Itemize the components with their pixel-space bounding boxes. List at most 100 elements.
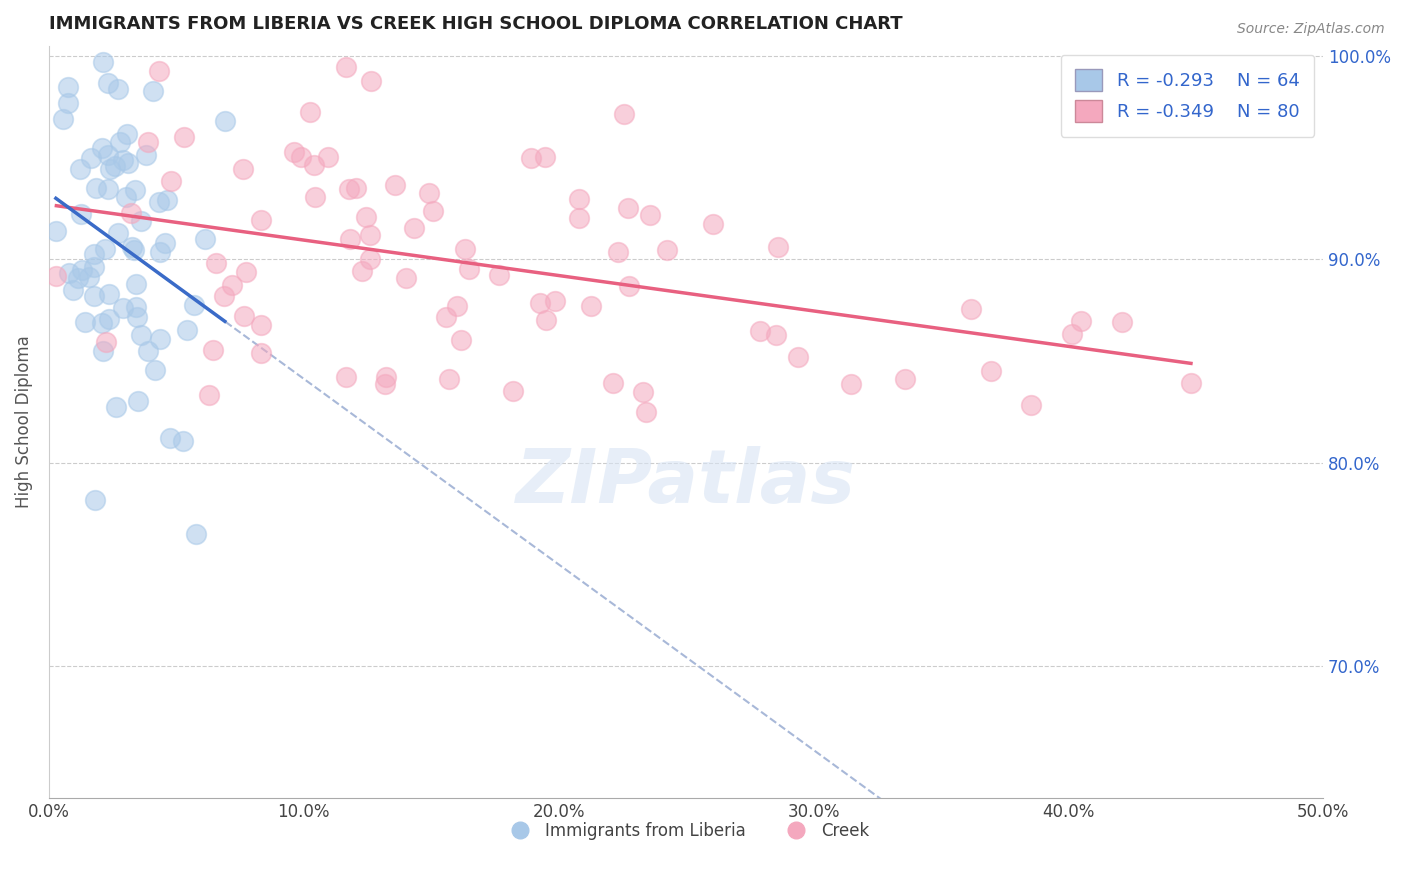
Point	[339, 182, 361, 196]
Point	[58, 80, 80, 95]
Point	[91, 54, 114, 69]
Point	[124, 183, 146, 197]
Point	[221, 277, 243, 292]
Point	[105, 400, 128, 414]
Point	[359, 227, 381, 242]
Point	[83, 247, 105, 261]
Point	[335, 60, 357, 74]
Point	[45, 268, 67, 283]
Point	[250, 318, 273, 332]
Point	[127, 394, 149, 409]
Point	[283, 145, 305, 160]
Point	[202, 343, 225, 358]
Point	[120, 206, 142, 220]
Point	[97, 182, 120, 196]
Point	[534, 150, 557, 164]
Point	[633, 385, 655, 400]
Point	[290, 150, 312, 164]
Point	[212, 289, 235, 303]
Point	[893, 371, 915, 385]
Point	[149, 244, 172, 259]
Point	[129, 213, 152, 227]
Point	[125, 300, 148, 314]
Point	[127, 310, 149, 324]
Point	[980, 364, 1002, 378]
Point	[214, 113, 236, 128]
Point	[702, 218, 724, 232]
Point	[160, 174, 183, 188]
Point	[454, 242, 477, 256]
Point	[394, 270, 416, 285]
Point	[70, 207, 93, 221]
Y-axis label: High School Diploma: High School Diploma	[15, 335, 32, 508]
Point	[115, 127, 138, 141]
Point	[149, 332, 172, 346]
Point	[70, 263, 93, 277]
Point	[111, 153, 134, 167]
Point	[579, 299, 602, 313]
Point	[104, 159, 127, 173]
Point	[79, 151, 101, 165]
Point	[344, 180, 367, 194]
Point	[1111, 315, 1133, 329]
Point	[232, 161, 254, 176]
Point	[249, 212, 271, 227]
Point	[619, 278, 641, 293]
Point	[94, 242, 117, 256]
Point	[434, 310, 457, 325]
Point	[375, 369, 398, 384]
Point	[153, 236, 176, 251]
Point	[183, 297, 205, 311]
Point	[155, 193, 177, 207]
Point	[446, 299, 468, 313]
Point	[121, 240, 143, 254]
Point	[529, 296, 551, 310]
Point	[97, 76, 120, 90]
Point	[359, 252, 381, 266]
Point	[84, 181, 107, 195]
Point	[606, 244, 628, 259]
Point	[194, 231, 217, 245]
Point	[62, 283, 84, 297]
Point	[568, 192, 591, 206]
Point	[83, 288, 105, 302]
Point	[422, 203, 444, 218]
Point	[232, 309, 254, 323]
Point	[655, 244, 678, 258]
Point	[58, 266, 80, 280]
Point	[1180, 376, 1202, 390]
Point	[148, 195, 170, 210]
Legend: Immigrants from Liberia, Creek: Immigrants from Liberia, Creek	[496, 815, 876, 847]
Point	[83, 260, 105, 274]
Point	[148, 63, 170, 78]
Point	[1060, 327, 1083, 342]
Point	[299, 104, 322, 119]
Point	[131, 328, 153, 343]
Point	[602, 376, 624, 391]
Point	[339, 232, 361, 246]
Point	[316, 150, 339, 164]
Point	[568, 211, 591, 225]
Point	[839, 376, 862, 391]
Text: IMMIGRANTS FROM LIBERIA VS CREEK HIGH SCHOOL DIPLOMA CORRELATION CHART: IMMIGRANTS FROM LIBERIA VS CREEK HIGH SC…	[49, 15, 903, 33]
Point	[765, 327, 787, 342]
Point	[384, 178, 406, 192]
Point	[107, 81, 129, 95]
Point	[543, 293, 565, 308]
Point	[354, 210, 377, 224]
Text: Source: ZipAtlas.com: Source: ZipAtlas.com	[1237, 22, 1385, 37]
Point	[1021, 398, 1043, 412]
Point	[205, 256, 228, 270]
Point	[84, 493, 107, 508]
Point	[67, 271, 90, 285]
Point	[112, 301, 135, 316]
Point	[91, 344, 114, 359]
Point	[122, 244, 145, 258]
Point	[159, 431, 181, 445]
Point	[335, 369, 357, 384]
Point	[304, 158, 326, 172]
Point	[98, 287, 121, 301]
Point	[418, 186, 440, 201]
Text: ZIPatlas: ZIPatlas	[516, 446, 856, 518]
Point	[534, 312, 557, 326]
